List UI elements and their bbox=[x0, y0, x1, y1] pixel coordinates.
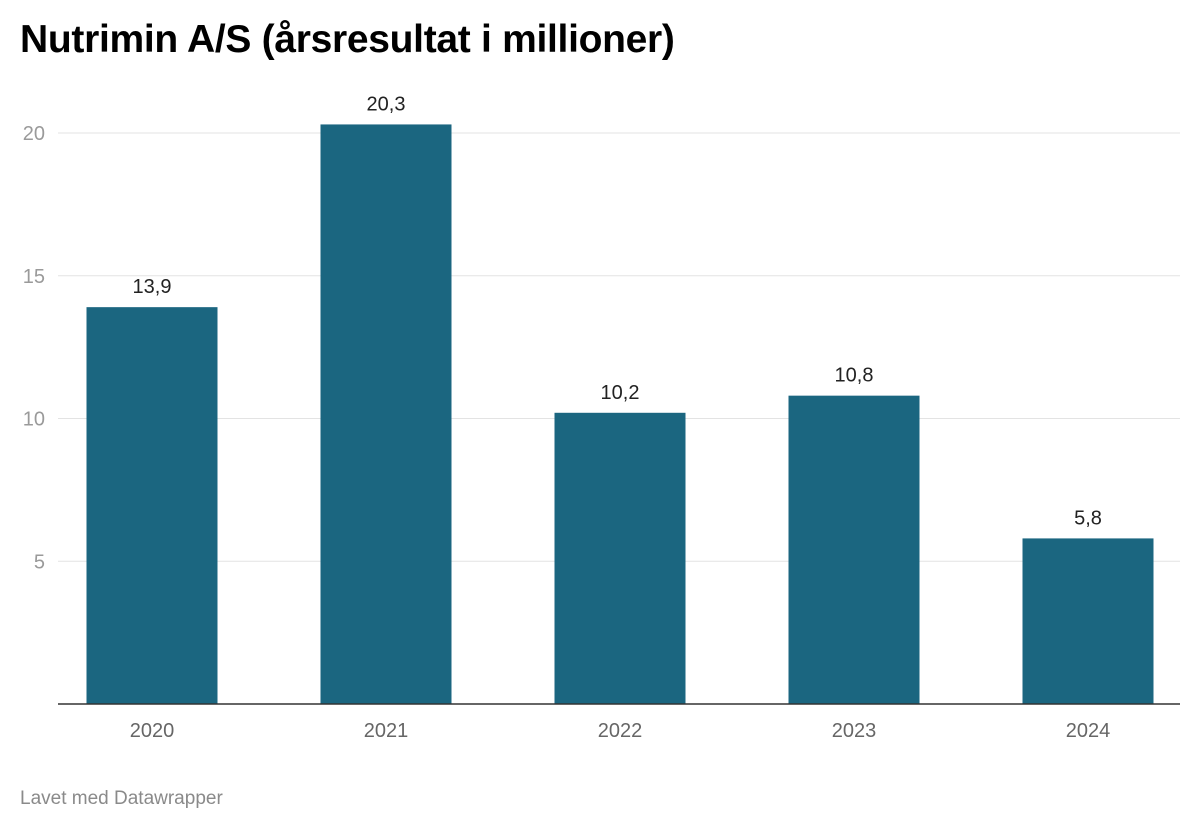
bar-value-label: 5,8 bbox=[1074, 507, 1102, 529]
bar-value-labels: 13,9 20,3 10,2 10,8 5,8 bbox=[133, 93, 1102, 529]
bar-value-label: 13,9 bbox=[133, 276, 172, 298]
x-tick-label: 2021 bbox=[364, 720, 409, 742]
x-tick-label: 2023 bbox=[832, 720, 877, 742]
bar-2020 bbox=[86, 307, 218, 704]
chart-title: Nutrimin A/S (årsresultat i millioner) bbox=[20, 18, 675, 61]
bar-2021 bbox=[320, 124, 452, 704]
bar-value-label: 10,2 bbox=[601, 382, 640, 404]
y-axis-ticks: 5 10 15 20 bbox=[23, 123, 45, 573]
y-tick-label: 10 bbox=[23, 409, 45, 431]
y-tick-label: 15 bbox=[23, 266, 45, 288]
y-tick-label: 5 bbox=[34, 551, 45, 573]
bars bbox=[86, 124, 1154, 704]
bar-2024 bbox=[1022, 538, 1154, 704]
footer-credit: Lavet med Datawrapper bbox=[20, 788, 223, 809]
bar-2023 bbox=[788, 395, 920, 704]
x-tick-label: 2024 bbox=[1066, 720, 1111, 742]
bar-2022 bbox=[554, 412, 686, 704]
x-tick-label: 2020 bbox=[130, 720, 175, 742]
x-tick-label: 2022 bbox=[598, 720, 643, 742]
bar-value-label: 20,3 bbox=[367, 93, 406, 115]
bar-value-label: 10,8 bbox=[835, 365, 874, 387]
y-tick-label: 20 bbox=[23, 123, 45, 145]
x-axis-ticks: 2020 2021 2022 2023 2024 bbox=[130, 720, 1111, 742]
